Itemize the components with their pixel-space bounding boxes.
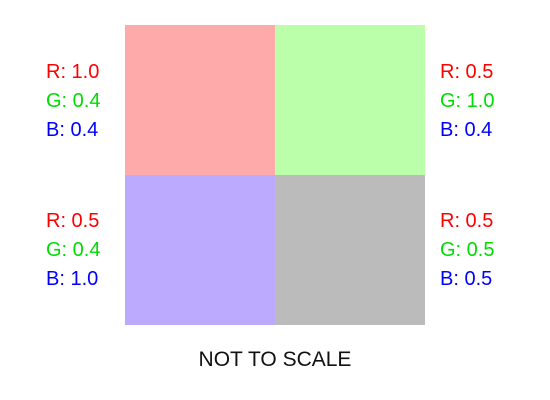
green-value-label: G: 0.4 <box>46 90 101 112</box>
swatch-top-right <box>275 25 425 175</box>
red-value-label: R: 0.5 <box>440 61 494 83</box>
red-value-label: R: 1.0 <box>46 61 100 83</box>
red-value-label: R: 0.5 <box>46 210 100 232</box>
green-value-label: G: 0.5 <box>440 239 495 261</box>
label-group-top-left: R: 1.0 G: 0.4 B: 0.4 <box>46 58 100 145</box>
label-group-top-right: R: 0.5 G: 1.0 B: 0.4 <box>440 58 494 145</box>
blue-value-label: B: 0.4 <box>46 119 99 141</box>
blue-value-label: B: 1.0 <box>46 268 99 290</box>
label-group-bottom-right: R: 0.5 G: 0.5 B: 0.5 <box>440 207 494 294</box>
swatch-top-left <box>125 25 275 175</box>
blue-value-label: B: 0.4 <box>440 119 493 141</box>
not-to-scale-note: NOT TO SCALE <box>198 348 352 371</box>
blue-value-label: B: 0.5 <box>440 268 493 290</box>
red-value-label: R: 0.5 <box>440 210 494 232</box>
label-group-bottom-left: R: 0.5 G: 0.4 B: 1.0 <box>46 207 100 294</box>
green-value-label: G: 0.4 <box>46 239 101 261</box>
swatch-bottom-left <box>125 175 275 325</box>
green-value-label: G: 1.0 <box>440 90 495 112</box>
swatch-bottom-right <box>275 175 425 325</box>
